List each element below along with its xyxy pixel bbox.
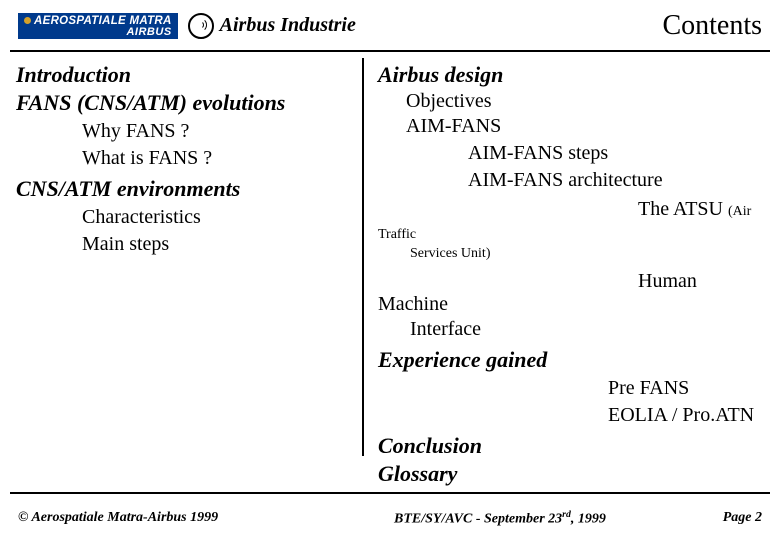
footer-ref-post: , 1999 xyxy=(571,511,606,526)
item-main-steps: Main steps xyxy=(82,233,354,256)
footer: © Aerospatiale Matra-Airbus 1999 BTE/SY/… xyxy=(0,496,780,540)
airbus-brand-text: Airbus Industrie xyxy=(220,14,356,37)
page-title: Contents xyxy=(662,10,762,42)
item-aim-fans: AIM-FANS xyxy=(406,115,762,138)
heading-experience-gained: Experience gained xyxy=(378,347,762,373)
top-rule xyxy=(10,50,770,52)
heading-cns-atm-env: CNS/ATM environments xyxy=(16,176,354,202)
left-column: Introduction FANS (CNS/ATM) evolutions W… xyxy=(10,58,362,456)
item-hmi-line: Human Machine xyxy=(378,270,762,316)
footer-ref-sup: rd xyxy=(562,509,571,520)
item-aim-fans-steps: AIM-FANS steps xyxy=(468,142,762,165)
heading-conclusion: Conclusion xyxy=(378,433,762,459)
item-interface: Interface xyxy=(410,318,762,341)
item-atsu: The ATSU xyxy=(638,198,723,220)
footer-copyright: © Aerospatiale Matra-Airbus 1999 xyxy=(18,510,370,526)
header: AEROSPATIALE MATRA AIRBUS Airbus Industr… xyxy=(0,0,780,50)
bottom-rule xyxy=(10,492,770,494)
heading-fans-evolutions: FANS (CNS/ATM) evolutions xyxy=(16,90,354,116)
item-services-unit: Services Unit) xyxy=(410,246,762,262)
right-column: Airbus design Objectives AIM-FANS AIM-FA… xyxy=(364,58,770,456)
item-atsu-line: The ATSU (Air Traffic xyxy=(378,198,762,244)
item-objectives: Objectives xyxy=(406,90,762,113)
aerospatiale-logo: AEROSPATIALE MATRA AIRBUS xyxy=(18,13,178,40)
airbus-circle-icon xyxy=(188,13,214,39)
heading-glossary: Glossary xyxy=(378,461,762,487)
item-why-fans: Why FANS ? xyxy=(82,120,354,143)
footer-page: Page 2 xyxy=(723,510,762,526)
heading-introduction: Introduction xyxy=(16,62,354,88)
item-aim-fans-architecture: AIM-FANS architecture xyxy=(468,169,762,192)
airbus-mark: Airbus Industrie xyxy=(188,13,356,39)
item-characteristics: Characteristics xyxy=(82,206,354,229)
item-what-is-fans: What is FANS ? xyxy=(82,147,354,170)
item-eolia: EOLIA / Pro.ATN xyxy=(608,404,762,427)
footer-ref-pre: BTE/SY/AVC - September 23 xyxy=(394,511,562,526)
logo-bottom-text: AIRBUS xyxy=(24,27,172,39)
heading-airbus-design: Airbus design xyxy=(378,62,762,88)
logo-top-text: AEROSPATIALE MATRA xyxy=(34,15,172,27)
main-columns: Introduction FANS (CNS/ATM) evolutions W… xyxy=(10,58,770,456)
footer-reference: BTE/SY/AVC - September 23rd, 1999 xyxy=(370,509,723,528)
item-pre-fans: Pre FANS xyxy=(608,377,762,400)
header-left: AEROSPATIALE MATRA AIRBUS Airbus Industr… xyxy=(18,13,356,40)
